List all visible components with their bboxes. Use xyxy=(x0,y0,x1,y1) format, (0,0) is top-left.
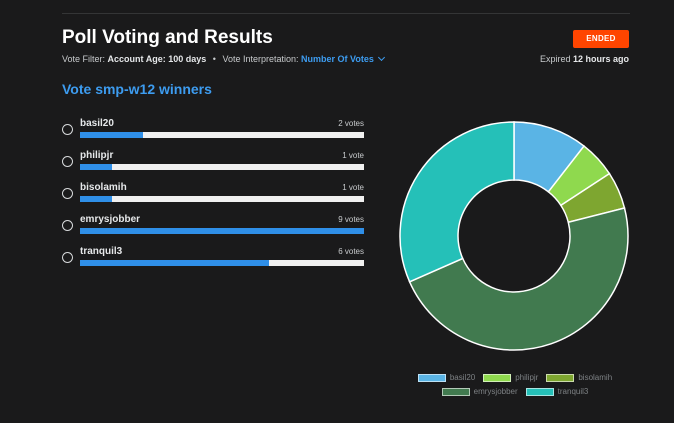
legend-swatch xyxy=(483,373,512,382)
vote-filter-value: Account Age: 100 days xyxy=(107,54,207,64)
chevron-down-icon xyxy=(377,53,385,62)
top-divider xyxy=(62,13,630,14)
page-title: Poll Voting and Results xyxy=(62,27,273,48)
option-votes: 1 vote xyxy=(342,151,364,160)
option-votes: 6 votes xyxy=(338,247,364,256)
legend-item[interactable]: bisolamih xyxy=(546,373,612,382)
vote-interpretation-label: Vote Interpretation: xyxy=(222,54,299,64)
option-votes: 9 votes xyxy=(338,215,364,224)
legend-item[interactable]: basil20 xyxy=(417,373,476,382)
vote-bar-fill xyxy=(80,260,270,266)
vote-bar-track xyxy=(80,164,364,170)
legend-swatch xyxy=(441,387,470,396)
poll-option[interactable]: emrysjobber 9 votes xyxy=(62,214,364,234)
vote-interpretation-dropdown[interactable]: Number Of Votes xyxy=(301,53,385,64)
poll-option[interactable]: philipjr 1 vote xyxy=(62,150,364,170)
legend-item[interactable]: tranquil3 xyxy=(525,387,589,396)
option-name: philipjr xyxy=(80,150,114,161)
vote-bar-track xyxy=(80,132,364,138)
option-name: basil20 xyxy=(80,118,114,129)
results-donut-chart xyxy=(399,121,629,351)
vote-bar-track xyxy=(80,196,364,202)
meta-separator: • xyxy=(212,54,216,64)
radio-button[interactable] xyxy=(62,220,73,231)
poll-option[interactable]: tranquil3 6 votes xyxy=(62,246,364,266)
radio-button[interactable] xyxy=(62,156,73,167)
donut-slice-emrysjobber[interactable] xyxy=(408,207,629,351)
poll-meta: Vote Filter: Account Age: 100 days • Vot… xyxy=(62,53,385,64)
legend-label: philipjr xyxy=(515,373,539,382)
poll-option[interactable]: bisolamih 1 vote xyxy=(62,182,364,202)
vote-bar-fill xyxy=(80,132,144,138)
vote-bar-fill xyxy=(80,196,112,202)
option-votes: 1 vote xyxy=(342,183,364,192)
vote-bar-track xyxy=(80,260,364,266)
legend-row: basil20 philipjr bisolamih xyxy=(380,373,650,382)
legend-swatch xyxy=(546,373,575,382)
chart-legend: basil20 philipjr bisolamih emrysjobber t… xyxy=(380,373,650,401)
radio-button[interactable] xyxy=(62,124,73,135)
legend-item[interactable]: emrysjobber xyxy=(441,387,518,396)
legend-label: basil20 xyxy=(449,373,476,382)
radio-button[interactable] xyxy=(62,188,73,199)
option-votes: 2 votes xyxy=(338,119,364,128)
expired-label: Expired xyxy=(539,54,571,64)
vote-filter-label: Vote Filter: xyxy=(62,54,106,64)
legend-label: bisolamih xyxy=(578,373,613,382)
option-name: tranquil3 xyxy=(80,246,123,257)
vote-bar-fill xyxy=(80,164,112,170)
legend-label: emrysjobber xyxy=(473,387,518,396)
legend-label: tranquil3 xyxy=(557,387,589,396)
option-name: emrysjobber xyxy=(80,214,141,225)
expired-value: 12 hours ago xyxy=(572,54,629,64)
status-badge: ENDED xyxy=(573,30,629,48)
vote-bar-track xyxy=(80,228,364,234)
legend-swatch xyxy=(417,373,446,382)
donut-slice-tranquil3[interactable] xyxy=(399,121,515,283)
legend-row: emrysjobber tranquil3 xyxy=(380,387,650,396)
poll-title: Vote smp-w12 winners xyxy=(62,81,212,97)
option-name: bisolamih xyxy=(80,182,127,193)
expiry-info: Expired 12 hours ago xyxy=(540,54,629,64)
poll-option[interactable]: basil20 2 votes xyxy=(62,118,364,138)
vote-interpretation-value: Number Of Votes xyxy=(301,54,374,64)
legend-item[interactable]: philipjr xyxy=(483,373,538,382)
vote-bar-fill xyxy=(80,228,364,234)
radio-button[interactable] xyxy=(62,252,73,263)
legend-swatch xyxy=(525,387,554,396)
